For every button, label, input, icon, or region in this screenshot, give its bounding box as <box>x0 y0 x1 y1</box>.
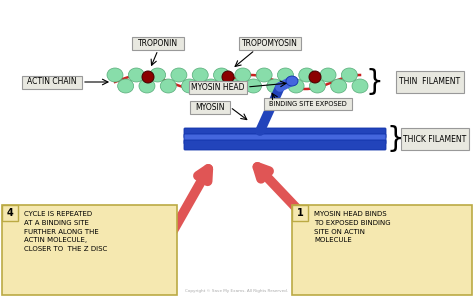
FancyBboxPatch shape <box>184 140 386 150</box>
Text: CYCLE IS REPEATED
AT A BINDING SITE
FURTHER ALONG THE
ACTIN MOLECULE,
CLOSER TO : CYCLE IS REPEATED AT A BINDING SITE FURT… <box>24 211 107 252</box>
Text: 4: 4 <box>7 208 13 218</box>
Ellipse shape <box>171 68 187 82</box>
Ellipse shape <box>192 68 208 82</box>
FancyBboxPatch shape <box>189 80 247 94</box>
Text: THICK FILAMENT: THICK FILAMENT <box>403 135 466 143</box>
Ellipse shape <box>182 79 198 93</box>
Ellipse shape <box>277 68 293 82</box>
Ellipse shape <box>246 79 262 93</box>
Text: TROPONIN: TROPONIN <box>138 39 178 48</box>
Ellipse shape <box>203 79 219 93</box>
Ellipse shape <box>341 68 357 82</box>
Ellipse shape <box>160 79 176 93</box>
Text: THIN  FILAMENT: THIN FILAMENT <box>400 78 461 86</box>
Ellipse shape <box>235 68 251 82</box>
Text: 1: 1 <box>297 208 303 218</box>
Text: MYOSIN HEAD: MYOSIN HEAD <box>191 83 245 91</box>
Ellipse shape <box>299 68 315 82</box>
Text: MYOSIN HEAD BINDS
TO EXPOSED BINDING
SITE ON ACTIN
MOLECULE: MYOSIN HEAD BINDS TO EXPOSED BINDING SIT… <box>314 211 391 243</box>
Ellipse shape <box>331 79 346 93</box>
Ellipse shape <box>288 79 304 93</box>
FancyBboxPatch shape <box>264 98 352 110</box>
FancyBboxPatch shape <box>190 100 230 113</box>
Ellipse shape <box>118 79 134 93</box>
Text: Copyright © Save My Exams. All Rights Reserved.: Copyright © Save My Exams. All Rights Re… <box>185 289 289 293</box>
Ellipse shape <box>286 76 298 86</box>
Ellipse shape <box>309 71 321 83</box>
Ellipse shape <box>320 68 336 82</box>
FancyBboxPatch shape <box>292 205 308 221</box>
Text: TROPOMYOSIN: TROPOMYOSIN <box>242 39 298 48</box>
Ellipse shape <box>310 79 325 93</box>
Ellipse shape <box>222 71 234 83</box>
Ellipse shape <box>213 68 229 82</box>
FancyBboxPatch shape <box>2 205 177 295</box>
Text: BINDING SITE EXPOSED: BINDING SITE EXPOSED <box>269 101 347 107</box>
FancyBboxPatch shape <box>239 37 301 50</box>
FancyBboxPatch shape <box>132 37 184 50</box>
Ellipse shape <box>139 79 155 93</box>
FancyBboxPatch shape <box>184 128 386 138</box>
Ellipse shape <box>107 68 123 82</box>
FancyBboxPatch shape <box>184 134 386 144</box>
Ellipse shape <box>128 68 144 82</box>
FancyBboxPatch shape <box>396 71 464 93</box>
Ellipse shape <box>256 68 272 82</box>
Text: MYOSIN: MYOSIN <box>195 102 225 111</box>
FancyBboxPatch shape <box>22 75 82 89</box>
FancyBboxPatch shape <box>292 205 472 295</box>
Text: }: } <box>387 125 405 153</box>
Ellipse shape <box>224 79 240 93</box>
Ellipse shape <box>142 71 154 83</box>
Text: ACTIN CHAIN: ACTIN CHAIN <box>27 78 77 86</box>
FancyBboxPatch shape <box>2 205 18 221</box>
Text: }: } <box>366 68 384 96</box>
Ellipse shape <box>150 68 165 82</box>
FancyBboxPatch shape <box>401 128 469 150</box>
Ellipse shape <box>352 79 368 93</box>
Ellipse shape <box>267 79 283 93</box>
